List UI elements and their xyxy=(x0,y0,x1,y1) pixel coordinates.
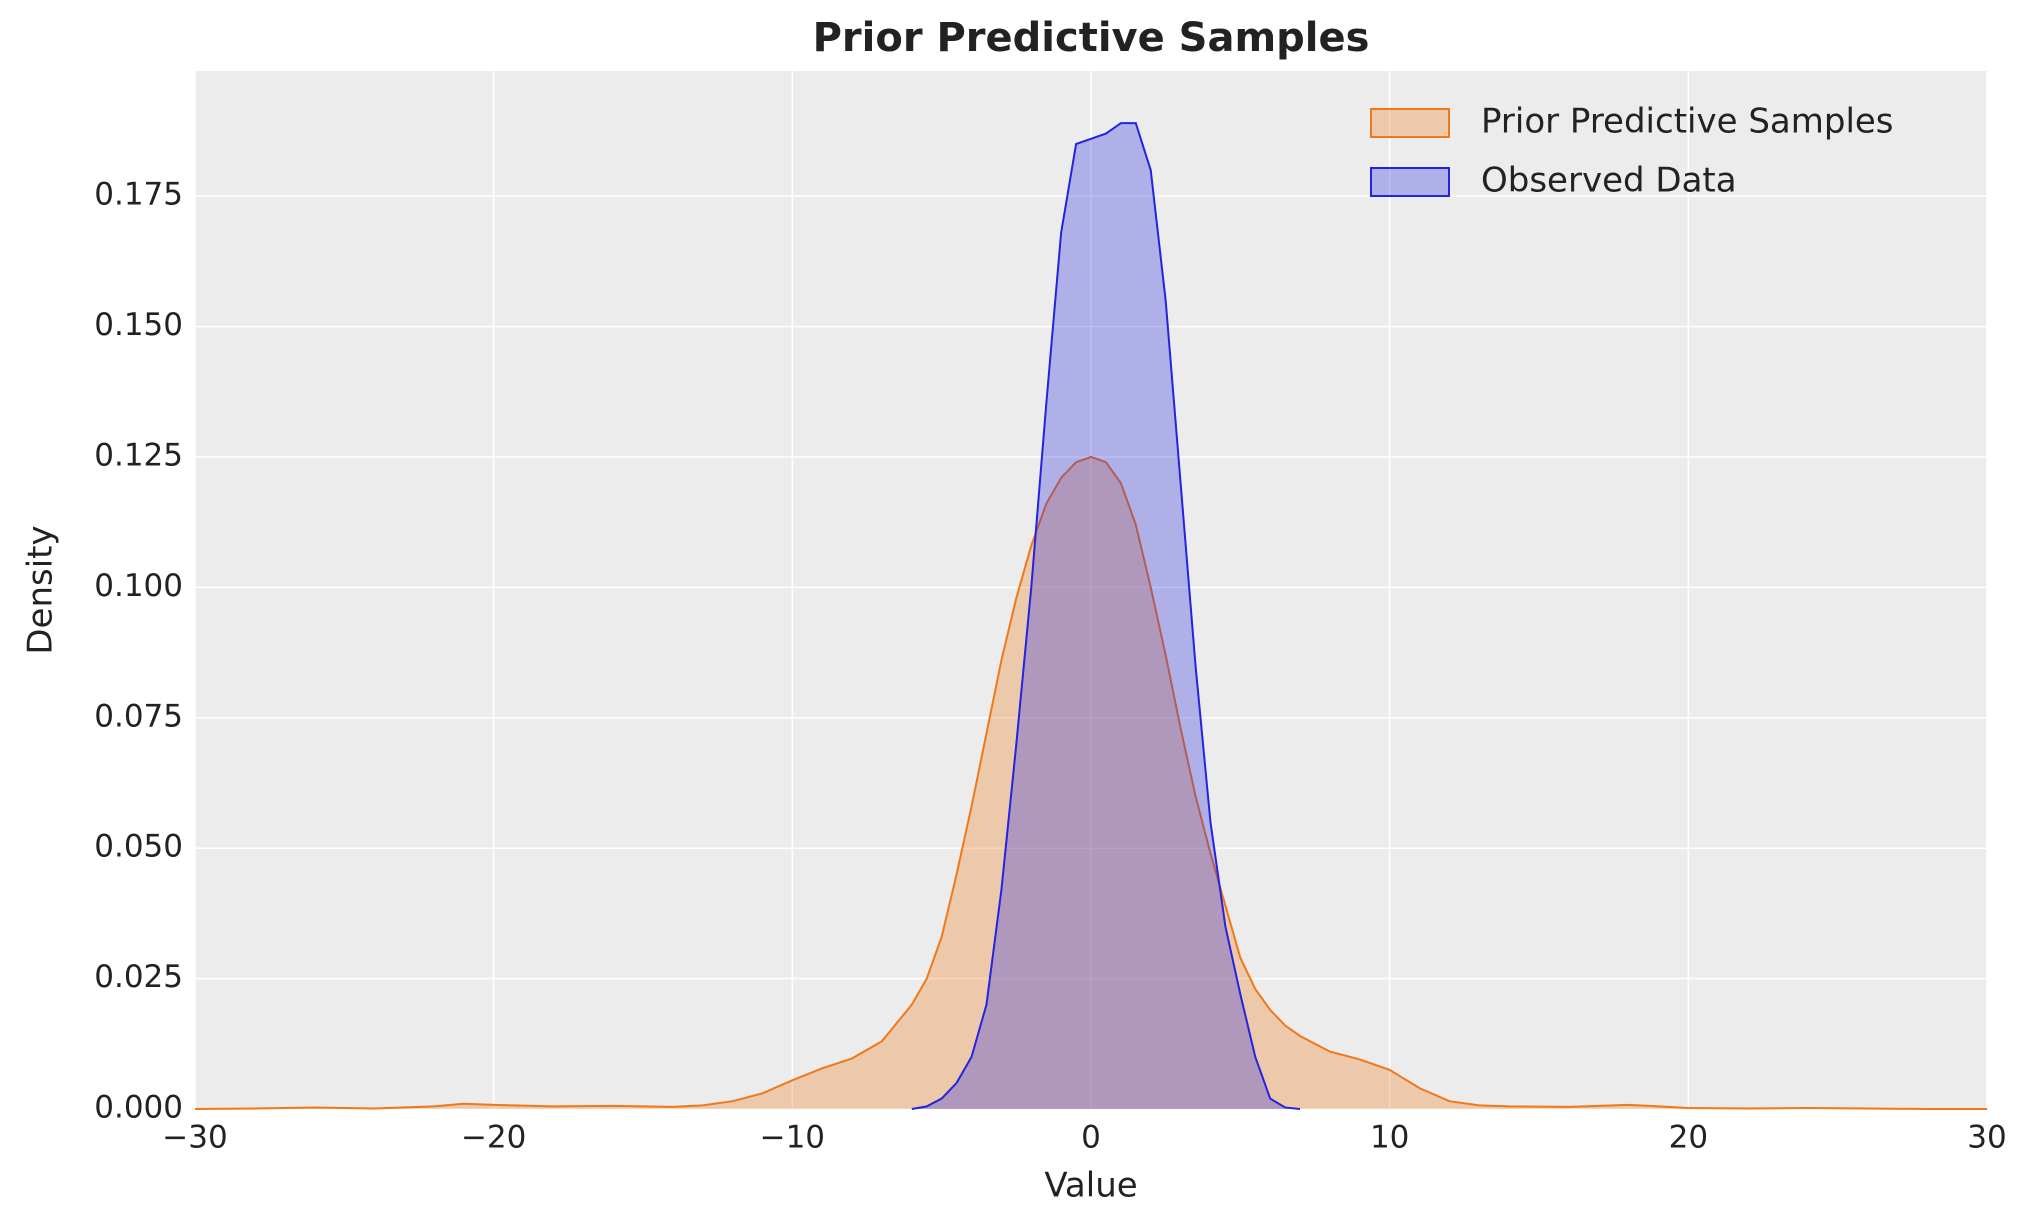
y-tick-label: 0.100 xyxy=(94,568,183,604)
y-tick-label: 0.175 xyxy=(94,177,183,213)
area-line xyxy=(911,122,1301,1110)
y-axis-label: Density xyxy=(21,525,61,654)
chart-title: Prior Predictive Samples xyxy=(813,15,1370,61)
area-line xyxy=(194,455,1987,1110)
y-tick-label: 0.075 xyxy=(94,698,183,734)
y-tick-label: 0.000 xyxy=(94,1090,183,1126)
y-tick-label: 0.025 xyxy=(94,959,183,995)
y-tick-label: 0.125 xyxy=(94,437,183,473)
x-tick-label: 10 xyxy=(1370,1120,1409,1156)
x-tick-label: 0 xyxy=(1081,1120,1101,1156)
legend-swatch xyxy=(1370,108,1450,138)
y-tick-label: 0.050 xyxy=(94,829,183,865)
area-fill xyxy=(195,456,1987,1109)
legend-swatch xyxy=(1370,167,1450,197)
x-tick-label: −20 xyxy=(461,1120,526,1156)
y-tick-label: 0.150 xyxy=(94,307,183,343)
area-fill xyxy=(911,123,1301,1109)
legend-label: Prior Predictive Samples xyxy=(1481,102,1894,142)
x-tick-label: −30 xyxy=(162,1120,227,1156)
x-tick-label: 30 xyxy=(1967,1120,2006,1156)
x-axis-label: Value xyxy=(1044,1166,1137,1206)
x-tick-label: 20 xyxy=(1669,1120,1708,1156)
legend-label: Observed Data xyxy=(1481,161,1737,201)
x-tick-label: −10 xyxy=(760,1120,825,1156)
